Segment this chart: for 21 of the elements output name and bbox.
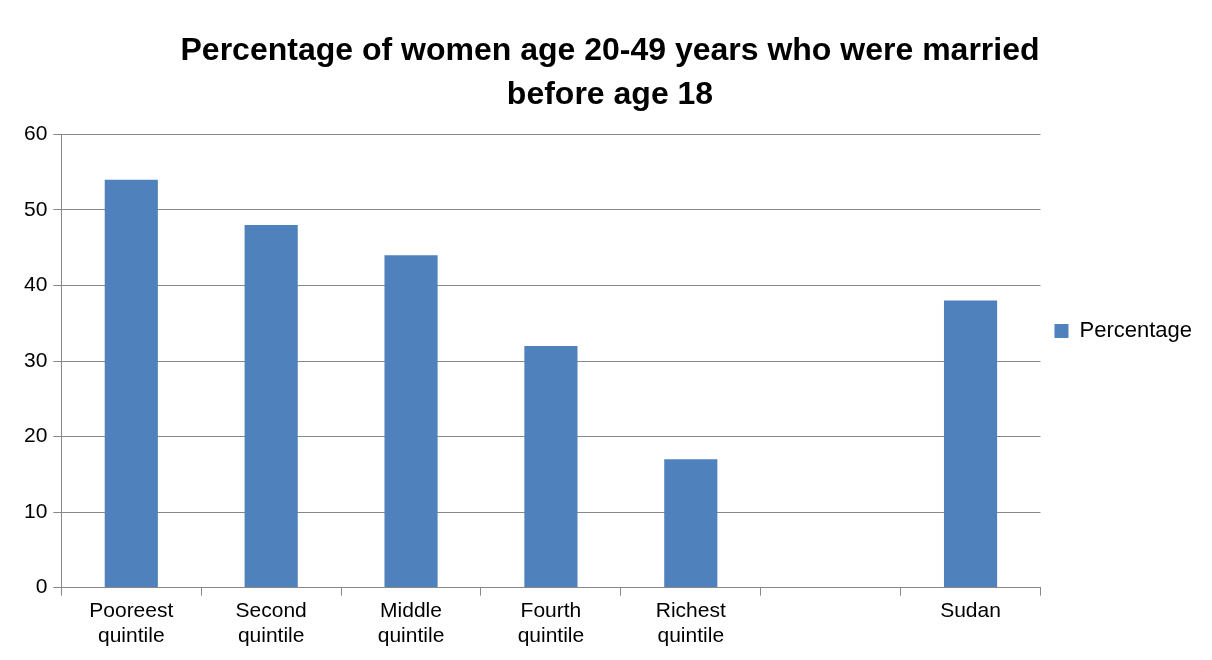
y-tick-label: 10: [24, 498, 48, 522]
x-tick-label: Richest quintile: [655, 598, 726, 647]
y-tick-label: 50: [24, 196, 48, 220]
y-tick-label: 40: [24, 272, 48, 296]
bar: [664, 459, 718, 588]
y-tick-label: 60: [24, 121, 48, 145]
x-tick-label: Middle quintile: [377, 598, 445, 647]
x-tick-label: Fourth quintile: [517, 598, 585, 647]
x-tick-label: Sudan: [940, 598, 1001, 621]
y-tick-label: 30: [24, 347, 48, 371]
bar: [943, 300, 998, 588]
chart-title: Percentage of women age 20-49 years who were married before age 18: [180, 31, 1040, 111]
bar: [104, 179, 158, 588]
x-tick-label: Second quintile: [235, 598, 307, 647]
y-tick-label: 0: [35, 574, 48, 598]
x-tick-label: Pooreest quintile: [89, 598, 174, 647]
bar: [244, 225, 298, 588]
legend-label: Percentage: [1079, 317, 1193, 343]
bar: [384, 255, 438, 588]
y-tick-label: 20: [24, 423, 48, 447]
bar: [524, 345, 578, 588]
